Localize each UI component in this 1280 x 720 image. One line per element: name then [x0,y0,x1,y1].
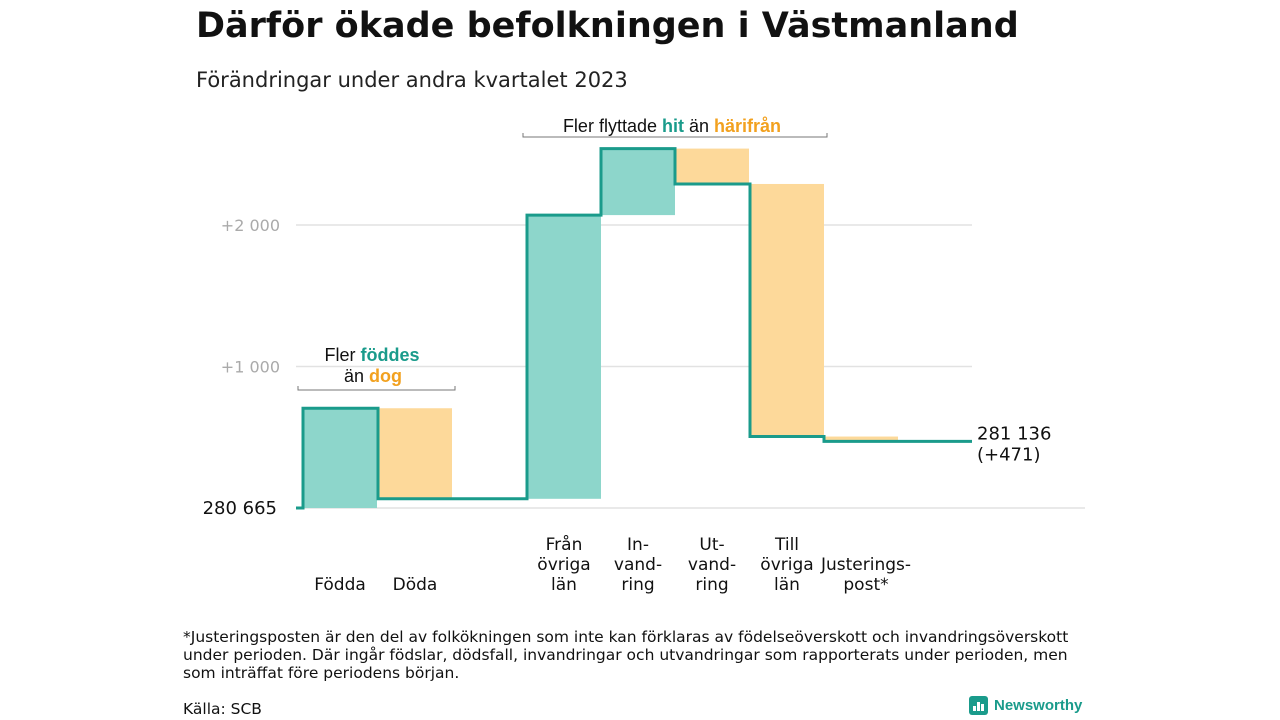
category-label: län [551,575,577,595]
bar-frånövrigalän [527,215,601,499]
newsworthy-logo: Newsworthy [969,696,1082,715]
bar-tillövrigalän [750,183,824,437]
chart-subtitle: Förändringar under andra kvartalet 2023 [196,68,628,92]
category-label: vand- [688,555,736,575]
category-label: län [774,575,800,595]
category-label: Döda [393,575,438,595]
category-label: ring [621,575,654,595]
bar-invandring [601,148,675,216]
category-label: Födda [314,575,366,595]
gridlines: +1 000 +2 000 [221,216,1085,509]
births-bracket [297,386,456,391]
source-label: Källa: SCB [183,700,262,718]
category-label: ring [695,575,728,595]
category-label: Till [774,535,799,555]
bar-födda [303,408,377,508]
bar-justeringspost [824,436,898,442]
end-change-label: (+471) [977,444,1040,465]
migration-bracket [522,133,828,138]
step-line [296,147,972,510]
category-label: In- [627,535,649,555]
category-label: Justerings- [820,555,911,575]
category-label: post* [843,575,888,595]
category-label: Från [546,534,583,555]
y-tick-label: +1 000 [221,358,280,377]
y-tick-label: +2 000 [221,216,280,235]
labels: Födda DödaFrånövrigalänIn-vand-ringUt-van… [203,423,1052,595]
births-annotation-line2: än dog [344,366,402,386]
end-value-label: 281 136 [977,423,1051,444]
births-annotation-line1: Fler föddes [324,345,419,365]
bar-döda [378,408,452,499]
cumulative-line [296,147,972,510]
category-label: övriga [537,555,590,575]
category-label: övriga [760,555,813,575]
bar-chart-icon [969,696,988,715]
migration-annotation: Fler flyttade hit än härifrån [563,116,781,136]
bar-utvandring [675,148,749,184]
category-label: vand- [614,555,662,575]
category-label: Ut- [699,535,724,555]
footnote: *Justeringsposten är den del av folkökni… [183,628,1069,682]
brand-name: Newsworthy [994,697,1083,714]
chart-title: Därför ökade befolkningen i Västmanland [196,6,1019,46]
bars [303,148,898,508]
start-value-label: 280 665 [203,498,277,519]
